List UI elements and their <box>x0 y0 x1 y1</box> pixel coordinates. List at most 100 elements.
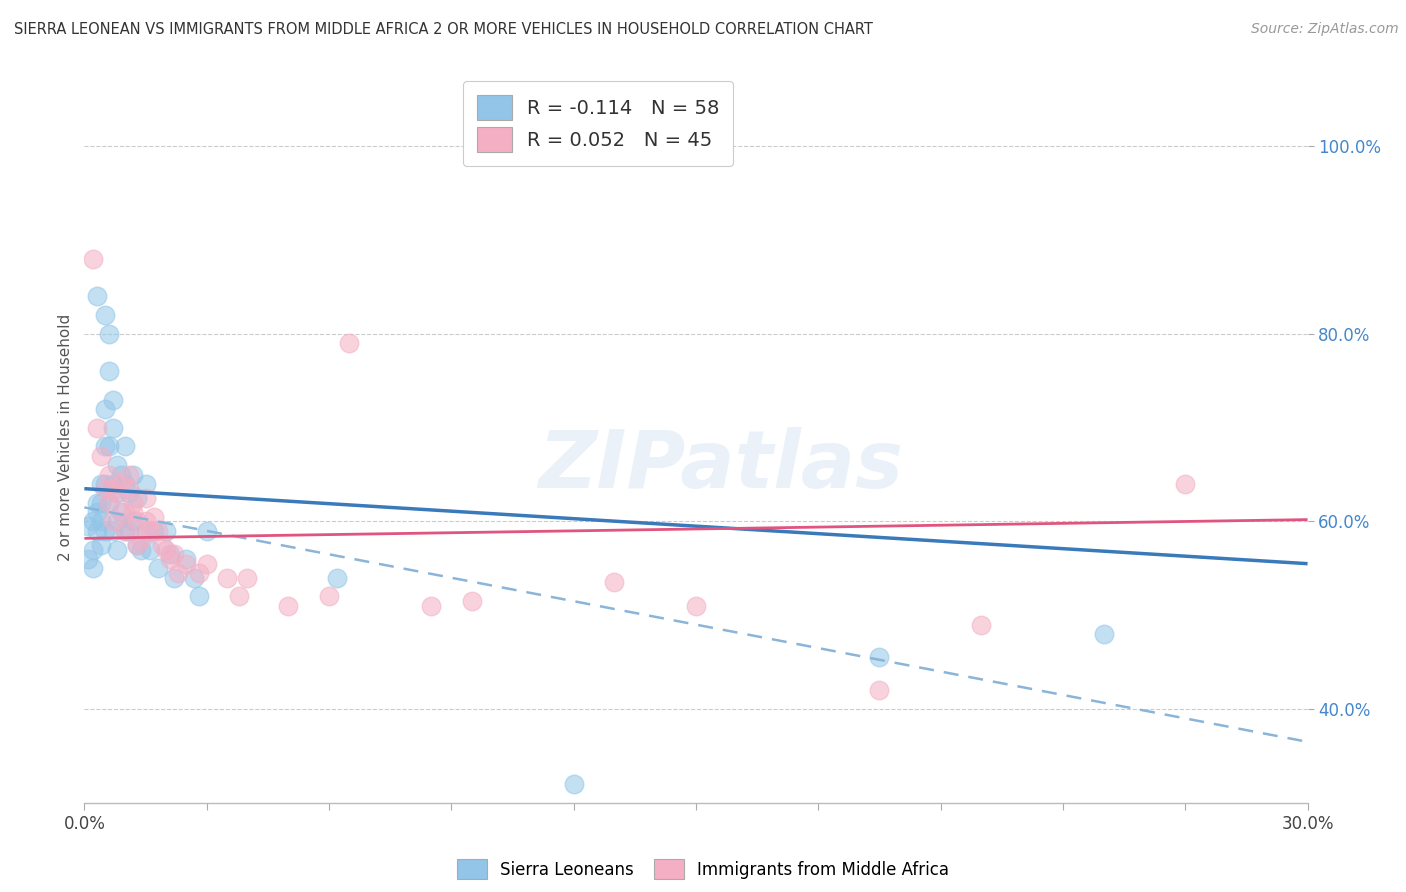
Point <box>93 524 115 538</box>
Point <box>685 599 707 613</box>
Point <box>114 524 136 538</box>
Point <box>97 496 120 510</box>
Point <box>217 571 239 585</box>
Y-axis label: 2 or more Vehicles in Household: 2 or more Vehicles in Household <box>58 313 73 561</box>
Point <box>135 515 157 529</box>
Point <box>167 566 190 580</box>
Point <box>86 505 108 519</box>
Point <box>110 505 132 519</box>
Point <box>97 440 120 454</box>
Point <box>101 482 124 496</box>
Point <box>77 552 100 566</box>
Point <box>101 477 124 491</box>
Point <box>236 571 259 585</box>
Point <box>127 538 149 552</box>
Point <box>118 486 141 500</box>
Point <box>228 590 250 604</box>
Point <box>90 538 112 552</box>
Point <box>93 477 115 491</box>
Point <box>562 777 585 791</box>
Point <box>105 515 128 529</box>
Point <box>127 515 149 529</box>
Point <box>135 491 157 505</box>
Point <box>122 515 145 529</box>
Point <box>159 552 181 566</box>
Point <box>77 519 100 533</box>
Point <box>131 542 153 557</box>
Point <box>82 515 104 529</box>
Point <box>461 594 484 608</box>
Point <box>86 420 108 434</box>
Legend: Sierra Leoneans, Immigrants from Middle Africa: Sierra Leoneans, Immigrants from Middle … <box>451 855 955 884</box>
Point <box>183 571 205 585</box>
Point <box>122 496 145 510</box>
Point <box>90 449 112 463</box>
Point <box>93 440 115 454</box>
Point <box>142 509 165 524</box>
Point <box>118 482 141 496</box>
Point <box>93 401 115 416</box>
Point <box>118 524 141 538</box>
Point <box>1174 477 1197 491</box>
Point <box>146 524 169 538</box>
Point <box>101 515 124 529</box>
Point <box>187 590 209 604</box>
Point <box>101 392 124 407</box>
Point <box>97 326 120 341</box>
Point <box>138 524 160 538</box>
Point <box>127 538 149 552</box>
Point <box>155 524 177 538</box>
Point <box>93 482 115 496</box>
Text: SIERRA LEONEAN VS IMMIGRANTS FROM MIDDLE AFRICA 2 OR MORE VEHICLES IN HOUSEHOLD : SIERRA LEONEAN VS IMMIGRANTS FROM MIDDLE… <box>14 22 873 37</box>
Point <box>101 524 124 538</box>
Point <box>195 557 218 571</box>
Point <box>603 575 626 590</box>
Point <box>90 515 112 529</box>
Point <box>195 524 218 538</box>
Point <box>1092 627 1115 641</box>
Point <box>114 477 136 491</box>
Text: ZIPatlas: ZIPatlas <box>538 427 903 506</box>
Point <box>174 552 197 566</box>
Point <box>82 542 104 557</box>
Point <box>277 599 299 613</box>
Point <box>146 561 169 575</box>
Point <box>869 683 891 698</box>
Point <box>82 561 104 575</box>
Point <box>114 505 136 519</box>
Point <box>93 308 115 322</box>
Point <box>110 467 132 482</box>
Point <box>187 566 209 580</box>
Point <box>86 496 108 510</box>
Point <box>86 289 108 303</box>
Point <box>142 524 165 538</box>
Point <box>339 336 360 351</box>
Point <box>105 542 128 557</box>
Point <box>318 590 340 604</box>
Point <box>135 524 157 538</box>
Point <box>105 486 128 500</box>
Legend: R = -0.114   N = 58, R = 0.052   N = 45: R = -0.114 N = 58, R = 0.052 N = 45 <box>463 81 733 166</box>
Point <box>97 364 120 378</box>
Point <box>135 477 157 491</box>
Point <box>110 477 132 491</box>
Point <box>127 491 149 505</box>
Point <box>155 542 177 557</box>
Point <box>869 650 891 665</box>
Point <box>97 496 120 510</box>
Point <box>122 467 145 482</box>
Point <box>105 458 128 473</box>
Point <box>86 524 108 538</box>
Point <box>138 542 160 557</box>
Point <box>326 571 349 585</box>
Point <box>90 496 112 510</box>
Point <box>420 599 443 613</box>
Point <box>131 533 153 548</box>
Point <box>159 547 181 561</box>
Point <box>101 420 124 434</box>
Point <box>163 571 186 585</box>
Point <box>118 467 141 482</box>
Point <box>82 252 104 266</box>
Point <box>105 486 128 500</box>
Point <box>97 467 120 482</box>
